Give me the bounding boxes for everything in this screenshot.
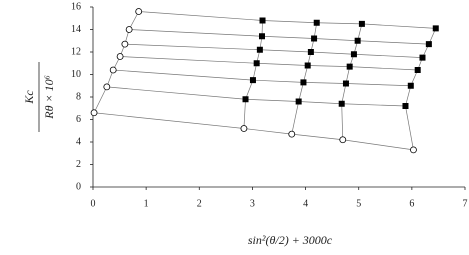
square-marker	[350, 51, 357, 58]
square-marker	[313, 19, 320, 26]
row-line	[94, 112, 414, 151]
row-line	[129, 29, 429, 45]
y-axis-label-denominator: Rθ × 10⁶	[42, 75, 56, 120]
circle-marker	[135, 8, 143, 15]
square-marker	[311, 35, 318, 42]
square-marker	[425, 41, 432, 48]
square-marker	[432, 25, 439, 32]
row-line	[120, 56, 418, 71]
circle-marker	[116, 53, 124, 60]
square-marker	[253, 60, 260, 67]
y-tick-label: 4	[76, 136, 81, 147]
square-marker	[342, 80, 349, 87]
square-marker	[307, 49, 314, 55]
x-tick-label: 2	[197, 198, 202, 209]
square-marker	[249, 77, 256, 84]
x-axis-label: sin²(θ/2) + 3000c	[248, 233, 333, 247]
x-tick-label: 5	[356, 198, 361, 209]
square-marker	[304, 62, 311, 69]
square-marker	[414, 67, 421, 73]
x-tick-label: 6	[409, 198, 414, 209]
row-line	[138, 11, 436, 29]
x-tick-label: 3	[250, 198, 255, 209]
square-marker	[358, 20, 365, 27]
row-line	[106, 86, 406, 107]
x-tick-label: 7	[463, 198, 468, 209]
square-marker	[402, 103, 409, 109]
x-tick-label: 1	[144, 198, 149, 209]
y-tick-label: 2	[76, 159, 81, 170]
circle-marker	[288, 130, 296, 138]
circle-marker	[121, 40, 129, 48]
circle-marker	[103, 83, 111, 91]
x-tick-label: 4	[303, 198, 308, 209]
circle-marker	[410, 146, 417, 154]
square-marker	[259, 17, 266, 24]
square-marker	[407, 82, 414, 89]
square-marker	[256, 46, 263, 53]
square-marker	[419, 54, 426, 61]
square-marker	[354, 37, 361, 44]
circle-marker	[90, 109, 98, 117]
square-marker	[242, 96, 249, 103]
y-tick-label: 12	[71, 46, 81, 57]
y-tick-label: 8	[76, 91, 81, 102]
y-tick-label: 10	[71, 69, 81, 80]
circle-marker	[125, 26, 133, 33]
square-marker	[338, 100, 345, 107]
row-line	[124, 43, 423, 58]
square-marker	[300, 79, 307, 86]
circle-marker	[240, 125, 248, 132]
x-tick-label: 0	[91, 198, 96, 209]
circle-marker	[339, 136, 347, 144]
y-tick-label: 0	[76, 181, 81, 192]
square-marker	[295, 98, 302, 105]
y-tick-label: 6	[76, 114, 81, 125]
square-marker	[346, 63, 353, 70]
circle-marker	[109, 66, 117, 74]
square-marker	[258, 33, 265, 40]
row-line	[113, 69, 411, 87]
y-axis-label-numerator: Kc	[22, 90, 36, 105]
y-tick-label: 16	[71, 1, 81, 12]
y-tick-label: 14	[71, 24, 81, 35]
column-line	[93, 11, 140, 113]
